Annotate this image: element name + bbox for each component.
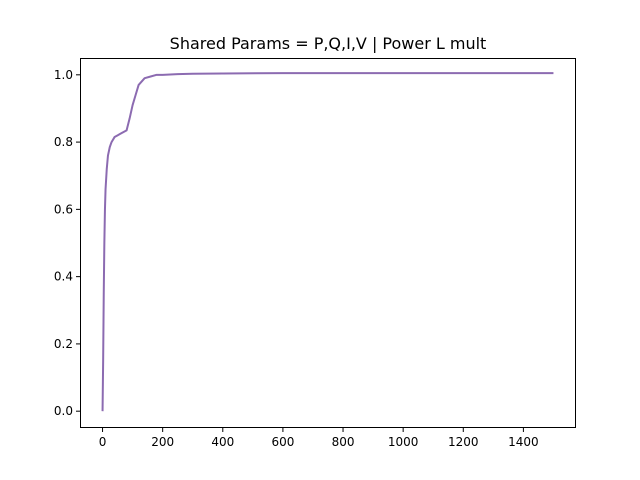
x-tick-label: 600	[271, 435, 294, 449]
x-tick-label: 0	[99, 435, 107, 449]
x-tick-label: 1400	[508, 435, 539, 449]
y-tick-label: 1.0	[54, 68, 73, 82]
y-tick-label: 0.6	[54, 202, 73, 216]
y-tick-label: 0.8	[54, 135, 73, 149]
x-tick-label: 800	[332, 435, 355, 449]
x-tick-label: 400	[211, 435, 234, 449]
y-tick-label: 0.0	[54, 404, 73, 418]
series-layer	[101, 72, 554, 412]
y-axis: 0.0 0.2 0.4 0.6 0.8 1.0	[54, 68, 80, 418]
x-axis: 0 200 400 600 800 1000 1200 1400	[99, 428, 539, 449]
chart-title: Shared Params = P,Q,I,V | Power L mult	[170, 34, 487, 53]
y-tick-label: 0.4	[54, 270, 73, 284]
series-line	[101, 72, 554, 412]
x-tick-label: 1200	[448, 435, 479, 449]
plot-frame	[80, 58, 576, 428]
y-tick-label: 0.2	[54, 337, 73, 351]
x-tick-label: 1000	[388, 435, 419, 449]
x-tick-label: 200	[151, 435, 174, 449]
